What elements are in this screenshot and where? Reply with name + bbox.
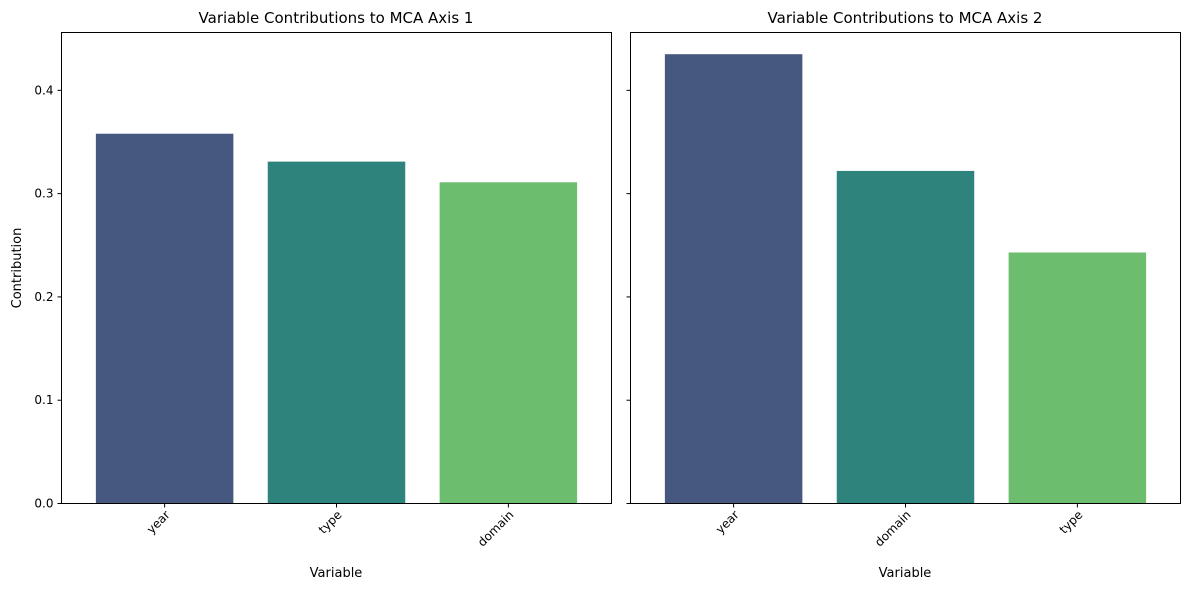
chart-1-y-tick-label-0.4: 0.4 <box>34 83 53 97</box>
chart-1-title: Variable Contributions to MCA Axis 1 <box>199 9 474 27</box>
chart-1-y-ticks: 0.0 0.1 0.2 0.3 0.4 <box>34 83 62 511</box>
chart-axis-2: Variable Contributions to MCA Axis 2 yea… <box>626 9 1181 581</box>
chart-1-bar-type <box>267 161 406 504</box>
chart-2-y-ticks <box>626 89 631 504</box>
chart-1-y-axis-label: Contribution <box>10 228 25 309</box>
chart-2-bar-year <box>664 54 803 504</box>
chart-1-x-axis-label: Variable <box>310 566 363 581</box>
chart-1-y-tick-label-0.2: 0.2 <box>34 290 53 304</box>
chart-1-y-tick-label-0.0: 0.0 <box>34 497 53 511</box>
chart-1-bar-domain <box>439 182 578 504</box>
chart-1-plot-frame <box>61 32 612 504</box>
chart-2-plot-frame <box>630 32 1181 504</box>
chart-2-bars <box>664 54 1147 504</box>
chart-1-y-tick-label-0.1: 0.1 <box>34 393 53 407</box>
chart-2-bar-domain <box>836 170 975 504</box>
chart-2-title: Variable Contributions to MCA Axis 2 <box>768 9 1043 27</box>
chart-1-bar-year <box>95 133 234 504</box>
chart-2-bar-type <box>1008 252 1147 504</box>
chart-2-x-axis-label: Variable <box>879 566 932 581</box>
chart-1-y-tick-label-0.3: 0.3 <box>34 187 53 201</box>
chart-axis-1: Variable Contributions to MCA Axis 1 0.0… <box>10 9 612 581</box>
chart-1-bars <box>95 133 578 504</box>
